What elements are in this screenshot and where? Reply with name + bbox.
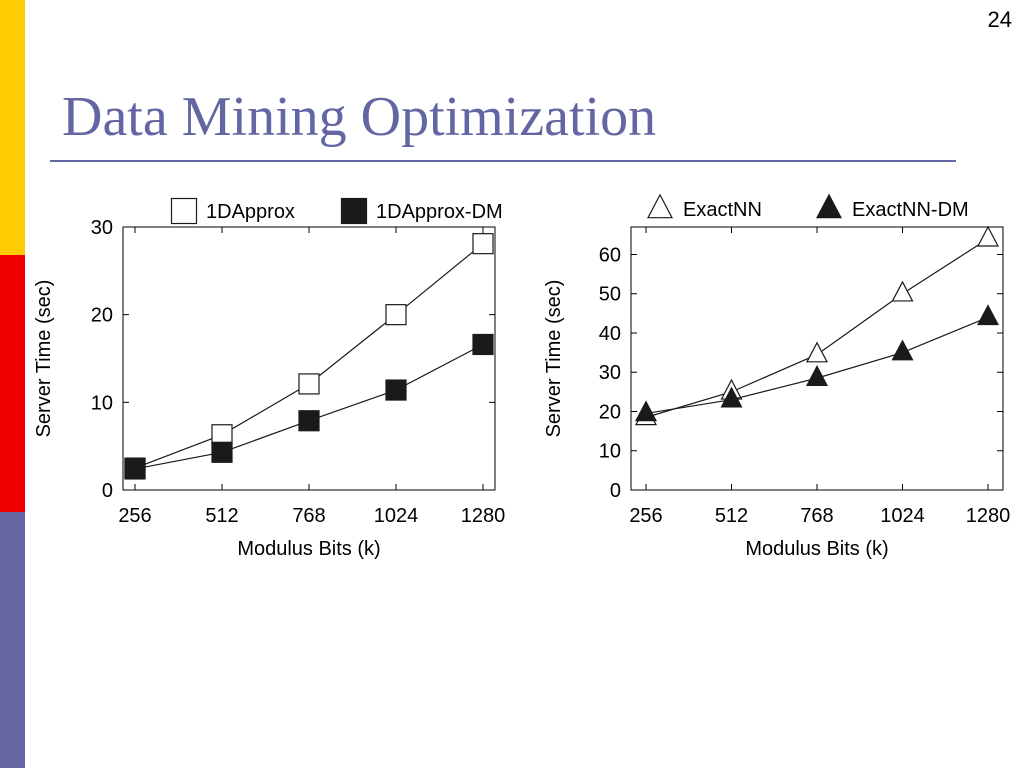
data-point-1dapprox [298,373,320,395]
chart-exactnn: 0 10 20 30 40 50 60 256 512 768 1024 1280 Modulus Bi… [543,193,1011,560]
x-tick-label: 256 [118,505,151,527]
legend-label-1dapprox: 1DApprox [206,201,295,223]
legend-marker-1dapprox [170,197,198,225]
data-point-exactnn [806,341,828,363]
data-point-exactnn-dm [720,386,743,408]
data-point-1dapprox-dm [472,333,494,356]
data-point-exactnn-dm [806,365,828,386]
y-tick-label: 30 [91,217,113,239]
data-point-exactnn [977,225,999,247]
y-tick-label: 40 [599,323,621,345]
x-tick-label: 512 [715,505,748,527]
data-point-1dapprox-dm [124,458,146,480]
x-axis-label: Modulus Bits (k) [237,538,380,560]
legend-marker-exactnn-dm [816,193,842,219]
x-tick-label: 1024 [374,505,419,527]
data-point-exactnn-dm [635,400,657,422]
data-point-exactnn-dm [891,339,914,361]
y-axis-label: Server Time (sec) [543,280,565,438]
chart-1dapprox: 0 10 20 30 256 512 768 1024 1280 Modulus Bits (k)… [33,197,506,560]
legend-marker-exactnn [647,193,673,219]
y-tick-label: 50 [599,284,621,306]
x-tick-label: 512 [205,505,238,527]
x-axis-label: Modulus Bits (k) [745,538,888,560]
plot-frame [122,226,496,491]
x-tick-label: 1280 [461,505,506,527]
y-tick-label: 0 [610,480,621,502]
y-tick-label: 0 [102,480,113,502]
title-underline [50,160,956,162]
side-bar-yellow [0,0,25,255]
side-color-bar [0,0,25,768]
data-point-1dapprox [385,304,407,326]
data-point-1dapprox-dm [211,441,233,463]
y-axis-label: Server Time (sec) [33,280,55,438]
x-tick-label: 768 [292,505,325,527]
x-tick-label: 768 [800,505,833,527]
data-point-exactnn [891,280,914,302]
legend-marker-1dapprox-dm [340,197,368,225]
y-tick-label: 20 [91,305,113,327]
side-bar-slate [0,512,25,768]
legend-label-1dapprox-dm: 1DApprox-DM [376,201,503,223]
series-line-exactnn [645,238,989,418]
data-point-1dapprox [472,233,494,255]
slide-title: Data Mining Optimization [62,86,657,148]
y-tick-label: 60 [599,244,621,266]
x-tick-label: 1280 [966,505,1011,527]
y-tick-label: 10 [91,392,113,414]
y-tick-label: 10 [599,441,621,463]
data-point-1dapprox-dm [298,410,320,432]
series-line-1dapprox [134,243,484,469]
x-tick-label: 256 [629,505,662,527]
series-line-1dapprox-dm [134,343,484,470]
data-point-exactnn-dm [977,304,999,326]
y-tick-label: 30 [599,362,621,384]
data-point-1dapprox-dm [385,379,407,401]
slide-number: 24 [987,7,1012,32]
legend-label-exactnn-dm: ExactNN-DM [852,199,969,221]
x-tick-label: 1024 [880,505,925,527]
side-bar-red [0,255,25,512]
legend-label-exactnn: ExactNN [683,199,762,221]
y-tick-label: 20 [599,401,621,423]
